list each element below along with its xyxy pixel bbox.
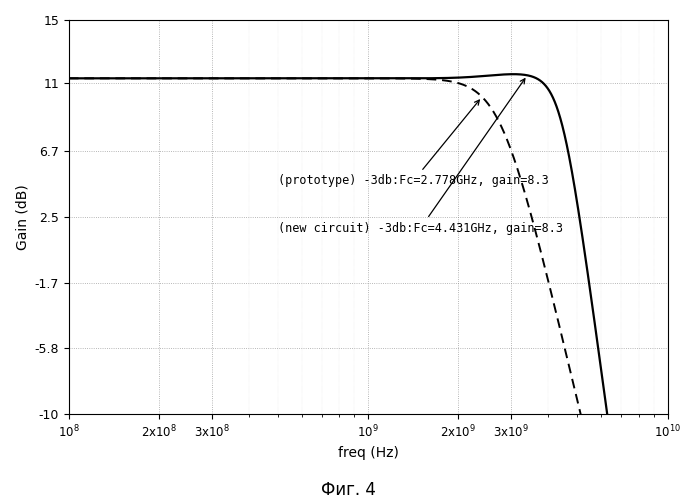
X-axis label: freq (Hz): freq (Hz) (338, 446, 399, 460)
Text: (prototype) -3db:Fc=2.778GHz, gain=8.3: (prototype) -3db:Fc=2.778GHz, gain=8.3 (278, 100, 548, 188)
Text: Фиг. 4: Фиг. 4 (321, 481, 375, 499)
Text: (new circuit) -3db:Fc=4.431GHz, gain=8.3: (new circuit) -3db:Fc=4.431GHz, gain=8.3 (278, 78, 563, 234)
Y-axis label: Gain (dB): Gain (dB) (15, 184, 29, 250)
